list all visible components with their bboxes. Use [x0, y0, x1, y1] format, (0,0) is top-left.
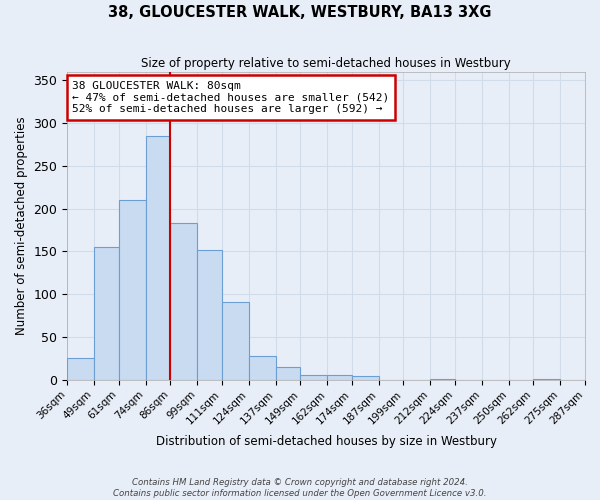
Text: 38, GLOUCESTER WALK, WESTBURY, BA13 3XG: 38, GLOUCESTER WALK, WESTBURY, BA13 3XG [108, 5, 492, 20]
Bar [327, 376, 352, 380]
Title: Size of property relative to semi-detached houses in Westbury: Size of property relative to semi-detach… [141, 58, 511, 70]
Bar [67, 358, 94, 380]
Bar [249, 356, 275, 380]
Bar [170, 223, 197, 380]
Bar [430, 378, 455, 380]
Bar [300, 376, 327, 380]
Bar [119, 200, 146, 380]
Bar [146, 136, 170, 380]
Text: Contains HM Land Registry data © Crown copyright and database right 2024.
Contai: Contains HM Land Registry data © Crown c… [113, 478, 487, 498]
Bar [222, 302, 249, 380]
Y-axis label: Number of semi-detached properties: Number of semi-detached properties [15, 116, 28, 335]
Bar [275, 367, 300, 380]
Bar [533, 378, 560, 380]
Bar [352, 376, 379, 380]
Bar [197, 250, 222, 380]
X-axis label: Distribution of semi-detached houses by size in Westbury: Distribution of semi-detached houses by … [155, 434, 497, 448]
Text: 38 GLOUCESTER WALK: 80sqm
← 47% of semi-detached houses are smaller (542)
52% of: 38 GLOUCESTER WALK: 80sqm ← 47% of semi-… [73, 81, 389, 114]
Bar [94, 247, 119, 380]
